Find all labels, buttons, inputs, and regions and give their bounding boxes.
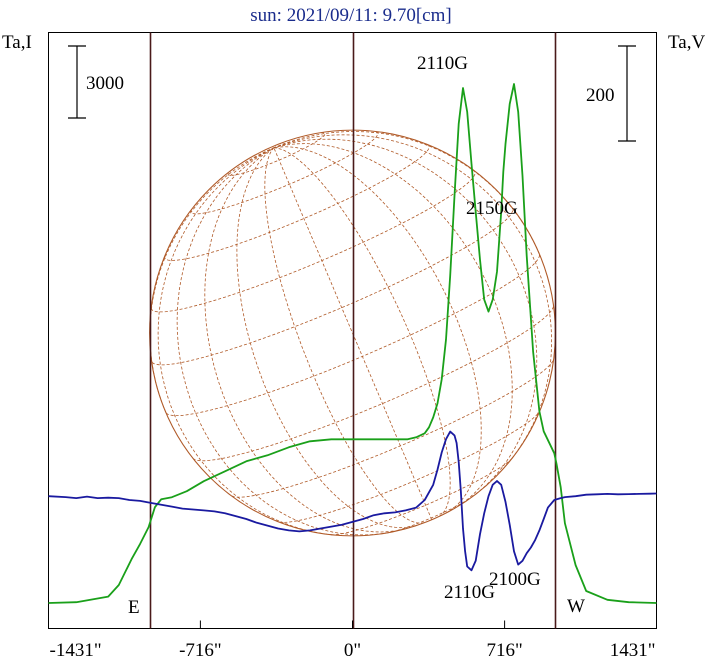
longitude-line <box>273 147 433 520</box>
longitude-line <box>176 147 388 536</box>
x-tick-label: -716" <box>179 640 222 661</box>
latitude-line <box>190 131 379 215</box>
longitude-line <box>149 147 275 413</box>
x-tick-label: 0" <box>344 640 361 661</box>
peak-label-2110g-bottom: 2110G <box>444 582 495 603</box>
x-tick-label: 716" <box>486 640 522 661</box>
east-limb-label: E <box>128 597 140 618</box>
right-scale-bar: 200 <box>586 45 636 142</box>
longitude-line <box>273 134 553 467</box>
chart-title: sun: 2021/09/11: 9.70[cm] <box>250 5 451 26</box>
series-line-polarization <box>48 430 657 572</box>
left-axis-label: Ta,I <box>2 32 32 53</box>
peak-label-2110g-top: 2110G <box>417 53 468 74</box>
latitude-line <box>150 170 476 313</box>
west-limb-label: W <box>567 596 585 617</box>
latitude-line <box>151 209 514 366</box>
peak-labels: 2110G 2150G 2110G 2100G <box>417 53 541 603</box>
longitude-line <box>273 143 513 507</box>
latitude-line <box>331 457 513 536</box>
longitude-line <box>157 147 342 536</box>
left-scale-bar: 3000 <box>68 45 124 119</box>
right-axis-label: Ta,V <box>668 32 705 53</box>
peak-label-2150g: 2150G <box>466 198 518 219</box>
series-line-intensity <box>48 83 657 604</box>
plot-frame <box>48 32 657 629</box>
longitude-line <box>273 131 540 254</box>
limb-lines <box>149 32 557 629</box>
longitude-line <box>273 138 538 498</box>
longitude-line <box>264 147 425 524</box>
x-tick-label: 1431" <box>610 640 656 661</box>
longitude-line <box>273 147 451 517</box>
latitude-line <box>231 359 554 498</box>
scale-bars: 3000 200 <box>68 45 636 142</box>
x-tick-label: -1431" <box>50 640 102 661</box>
peak-label-2100g: 2100G <box>489 569 541 590</box>
left-scale-label: 3000 <box>86 73 124 94</box>
series-lines <box>48 83 657 604</box>
sun-disk-grid <box>149 129 556 537</box>
longitude-line <box>273 146 482 514</box>
longitude-line <box>236 147 417 529</box>
longitude-line <box>204 147 404 533</box>
right-scale-label: 200 <box>586 85 615 106</box>
x-axis-ticks: -1431" -716" 0" 716" 1431" <box>48 620 657 661</box>
